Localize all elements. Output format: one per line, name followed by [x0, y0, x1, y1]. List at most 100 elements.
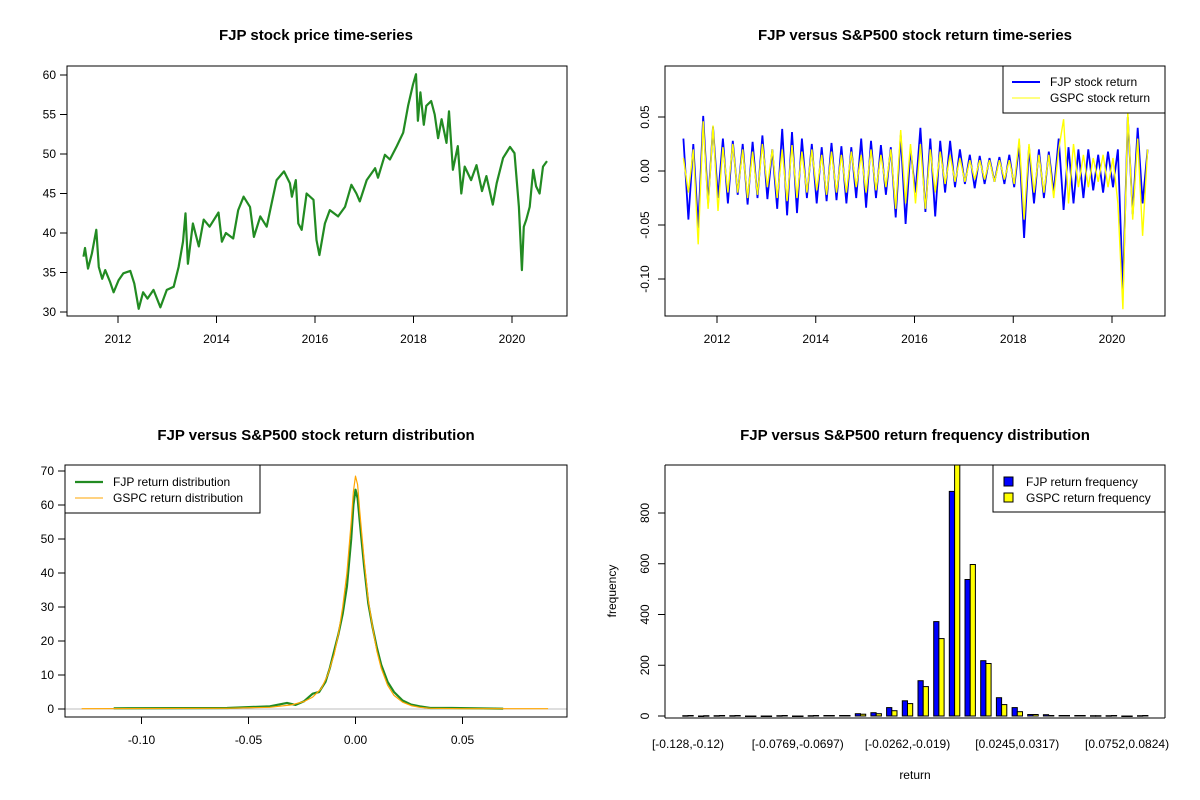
- fjp-frequency-bar: [980, 660, 987, 717]
- histogram-y-axis-tick-label: 200: [638, 655, 652, 675]
- price-y-axis-tick-label: 45: [43, 187, 57, 201]
- histogram-bars: [682, 465, 1149, 717]
- gspc-frequency-bar: [844, 715, 851, 717]
- fjp-frequency-bar: [1074, 715, 1081, 717]
- gspc-frequency-bar: [938, 638, 945, 717]
- price-line: [82, 73, 548, 310]
- fjp-frequency-bar: [823, 715, 830, 717]
- density-y-axis-tick-label: 30: [41, 600, 55, 614]
- return-y-axis-tick-label: -0.05: [638, 211, 652, 239]
- density-y-axis-tick-label: 40: [41, 566, 55, 580]
- fjp-frequency-bar: [713, 715, 720, 717]
- return-legend-label: GSPC stock return: [1050, 91, 1150, 105]
- gspc-frequency-bar: [1095, 715, 1102, 717]
- return-x-axis-tick-label: 2014: [802, 332, 829, 346]
- distribution-chart-title: FJP versus S&P500 stock return distribut…: [157, 427, 474, 444]
- fjp-frequency-bar: [1105, 715, 1112, 717]
- gspc-return-line: [682, 111, 1149, 310]
- fjp-frequency-bar: [729, 715, 736, 717]
- histogram-category-label: [-0.128,-0.12): [652, 737, 724, 751]
- histogram-legend-swatch: [1003, 476, 1014, 487]
- histogram-category-label: [0.0752,0.0824): [1085, 737, 1169, 751]
- density-y-axis-tick-label: 0: [47, 702, 54, 716]
- gspc-frequency-bar: [812, 715, 820, 717]
- histogram-y-axis-tick-label: 0: [638, 712, 652, 719]
- gspc-frequency-bar: [1001, 704, 1008, 717]
- histogram-legend-label: FJP return frequency: [1026, 475, 1138, 489]
- histogram-y-axis-tick-label: 800: [638, 503, 652, 523]
- density-x-axis-tick-label: 0.05: [451, 733, 475, 747]
- fjp-frequency-bar: [901, 700, 908, 717]
- gspc-frequency-bar: [985, 663, 992, 717]
- return-x-axis-tick-label: 2016: [901, 332, 928, 346]
- fjp-frequency-bar: [964, 579, 971, 717]
- price-x-axis-tick-label: 2012: [105, 332, 132, 346]
- histogram-category-label: [-0.0769,-0.0697): [752, 737, 844, 751]
- price-y-axis-tick-label: 40: [43, 226, 57, 240]
- fjp-frequency-bar: [698, 715, 705, 717]
- histogram-category-label: [-0.0262,-0.019): [865, 737, 950, 751]
- histogram-y-axis-tick-label: 400: [638, 604, 652, 624]
- fjp-frequency-bar: [886, 707, 893, 717]
- density-y-axis-tick-label: 60: [41, 498, 55, 512]
- return-x-axis-tick-label: 2012: [704, 332, 731, 346]
- density-plot-frame: [64, 464, 568, 718]
- fjp-frequency-bar: [948, 490, 955, 717]
- gspc-frequency-bar: [750, 715, 757, 717]
- fjp-frequency-bar: [1090, 715, 1097, 717]
- histogram-chart-title: FJP versus S&P500 return frequency distr…: [740, 427, 1090, 444]
- fjp-frequency-bar: [1121, 715, 1128, 717]
- gspc-frequency-bar: [1126, 715, 1133, 717]
- gspc-frequency-bar: [765, 715, 773, 717]
- gspc-frequency-bar: [969, 564, 976, 717]
- fjp-frequency-bar: [745, 715, 752, 717]
- return-x-axis-tick-label: 2018: [1000, 332, 1027, 346]
- return-legend-label: FJP stock return: [1050, 75, 1137, 89]
- gspc-frequency-bar: [922, 686, 929, 717]
- density-legend-label: GSPC return distribution: [113, 491, 243, 505]
- price-chart-title: FJP stock price time-series: [219, 27, 413, 44]
- price-x-axis-tick-label: 2014: [203, 332, 230, 346]
- fjp-frequency-bar: [854, 713, 861, 717]
- fjp-frequency-bar: [682, 715, 689, 717]
- gspc-frequency-bar: [1048, 715, 1055, 717]
- gspc-frequency-bar: [1032, 714, 1039, 717]
- gspc-frequency-bar: [797, 715, 804, 717]
- fjp-frequency-bar: [776, 715, 783, 717]
- price-y-axis-tick-label: 60: [43, 68, 57, 82]
- gspc-frequency-bar: [1016, 711, 1023, 717]
- histogram-legend-swatch: [1003, 492, 1014, 503]
- gspc-frequency-bar: [718, 715, 726, 717]
- gspc-frequency-bar: [1142, 715, 1149, 717]
- fjp-frequency-bar: [1137, 715, 1144, 717]
- gspc-frequency-bar: [1079, 715, 1086, 717]
- price-plot-frame: [66, 65, 568, 317]
- fjp-frequency-bar: [839, 715, 846, 717]
- histogram-x-axis-label: return: [899, 768, 930, 782]
- fjp-density-line: [113, 488, 504, 710]
- density-y-axis-tick-label: 20: [41, 634, 55, 648]
- return-series-group: [682, 111, 1149, 310]
- histogram-y-axis-tick-label: 600: [638, 553, 652, 573]
- price-y-axis-tick-label: 30: [43, 305, 57, 319]
- gspc-frequency-bar: [687, 715, 694, 717]
- gspc-frequency-bar: [954, 465, 961, 717]
- density-x-axis-tick-label: 0.00: [344, 733, 368, 747]
- histogram-legend-label: GSPC return frequency: [1026, 491, 1151, 505]
- gspc-density-line: [81, 475, 549, 710]
- price-y-axis-tick-label: 35: [43, 266, 57, 280]
- return-y-axis-tick-label: 0.00: [638, 159, 652, 183]
- fjp-frequency-bar: [995, 697, 1003, 717]
- histogram-legend-box: [992, 464, 1166, 513]
- price-x-axis-tick-label: 2018: [400, 332, 427, 346]
- density-legend-label: FJP return distribution: [113, 475, 230, 489]
- return-y-axis-tick-label: -0.10: [638, 265, 652, 293]
- gspc-frequency-bar: [907, 703, 914, 717]
- density-legend-box: [64, 464, 261, 514]
- histogram-y-axis-label: frequency: [605, 565, 619, 618]
- density-x-axis-tick-label: -0.10: [128, 733, 156, 747]
- density-y-axis-tick-label: 50: [41, 532, 55, 546]
- return-legend-box: [1002, 65, 1166, 114]
- price-x-axis-tick-label: 2020: [499, 332, 526, 346]
